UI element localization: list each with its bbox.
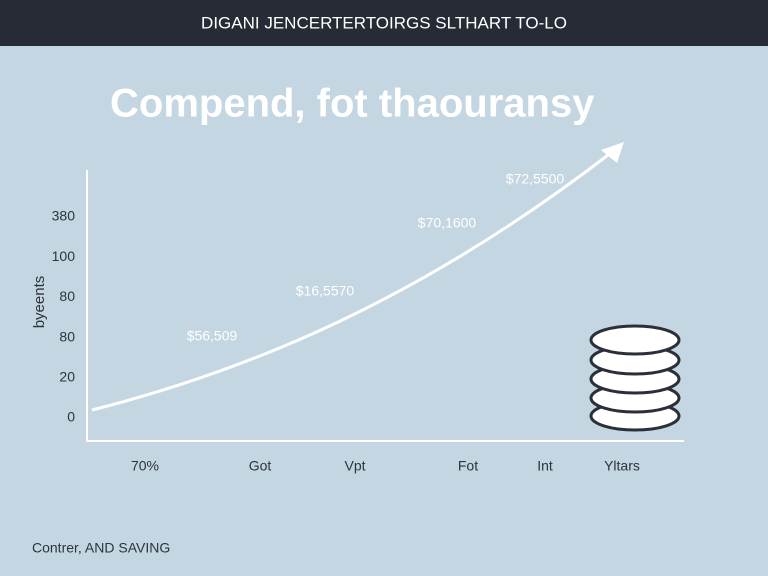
axes [86,170,684,442]
x-tick-label: 70% [131,458,159,474]
x-tick-label: Got [249,458,272,474]
y-tick-label: 80 [59,328,75,344]
x-tick-label: Fot [458,458,478,474]
header-bar [0,0,768,46]
x-tick-label: Vpt [344,458,365,474]
arrow-head [601,142,624,163]
chart-title: Compend, fot thaouransy [110,82,595,126]
growth-curve [91,150,613,412]
annotations: $56,509 $16,5570 $70,1600 $72,5500 [187,171,565,344]
coin-stack [589,324,681,432]
y-tick-label: 80 [59,288,75,304]
y-tick-label: 100 [52,248,76,264]
y-axis-label: byeents [31,276,48,329]
x-tick-label: Int [537,458,553,474]
header-title: DIGANI JENCERTERTOIRGS SLTHART TO-LO [201,13,567,32]
footer: Contrer, AND SAVING [32,540,170,556]
value-annotation: $72,5500 [506,171,565,187]
coin [589,324,681,356]
x-ticks: 70% Got Vpt Fot Int Yltars [131,458,640,474]
value-annotation: $56,509 [187,328,238,344]
y-tick-label: 0 [67,409,75,425]
value-annotation: $70,1600 [418,215,477,231]
x-tick-label: Yltars [604,458,640,474]
y-tick-label: 380 [52,208,76,224]
y-tick-label: 20 [59,369,75,385]
y-ticks: 380 100 80 80 20 0 [52,208,76,425]
value-annotation: $16,5570 [296,283,355,299]
